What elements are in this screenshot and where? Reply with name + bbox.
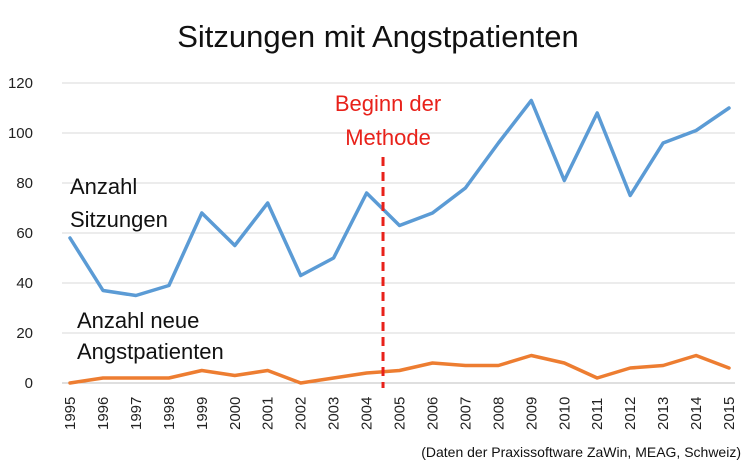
gridlines [62, 82, 735, 334]
x-tick-label-2004: 2004 [359, 397, 376, 430]
x-tick-label-1996: 1996 [95, 397, 112, 430]
series-2-point-2007 [464, 365, 466, 366]
x-tick-label-2008: 2008 [490, 397, 507, 430]
series-1-point-2000 [234, 245, 236, 246]
x-tick-label-1999: 1999 [194, 397, 211, 430]
data-source-note: (Daten der Praxissoftware ZaWin, MEAG, S… [421, 444, 741, 460]
series-2-point-2012 [629, 367, 631, 369]
series-lines [68, 98, 731, 385]
series-2-point-2006 [431, 362, 433, 364]
series-1-point-2011 [596, 112, 598, 114]
series-2-point-2011 [596, 377, 598, 379]
x-tick-label-2006: 2006 [424, 397, 441, 430]
series-1-point-1997 [135, 295, 137, 296]
x-tick-label-2002: 2002 [293, 397, 310, 430]
chart-title: Sitzungen mit Angstpatienten [177, 19, 579, 54]
series-label-patients-line1: Anzahl neue [77, 308, 199, 333]
x-axis-ticks: 1995 1996 1997 1998 1999 2000 2001 2002 2003 2004… [62, 397, 738, 430]
x-tick-label-2013: 2013 [655, 397, 672, 430]
series-2-point-1999 [201, 370, 203, 371]
x-tick-label-2003: 2003 [326, 397, 343, 430]
marker-label-line1: Beginn der [335, 91, 441, 116]
series-2-point-1998 [168, 377, 170, 379]
series-2-point-2000 [234, 375, 236, 376]
series-1-point-1998 [168, 285, 170, 286]
series-1-point-2001 [267, 202, 269, 204]
series-2-point-2003 [333, 377, 335, 379]
x-tick-label-1995: 1995 [62, 397, 79, 430]
x-tick-label-2011: 2011 [589, 398, 606, 430]
series-2-point-1996 [102, 377, 104, 379]
series-1-point-2006 [431, 212, 433, 214]
series-1-point-2009 [530, 100, 532, 101]
x-tick-label-2007: 2007 [457, 397, 474, 430]
series-1-point-2002 [300, 275, 302, 276]
series-1-point-2012 [629, 195, 631, 196]
x-tick-label-2001: 2001 [260, 397, 277, 430]
series-1-point-2014 [695, 130, 697, 131]
x-tick-label-2010: 2010 [556, 397, 573, 430]
x-tick-label-1998: 1998 [161, 397, 178, 430]
series-2-point-2008 [497, 365, 499, 366]
y-tick-label-40: 40 [16, 275, 33, 292]
series-1-point-1995 [69, 237, 71, 239]
series-2-point-2009 [530, 355, 532, 356]
series-2-point-2013 [662, 365, 664, 366]
x-tick-label-1997: 1997 [128, 397, 145, 430]
series-1-point-2015 [728, 107, 730, 109]
series-1-point-2003 [333, 257, 335, 259]
y-tick-label-80: 80 [16, 175, 33, 192]
series-1-point-2005 [399, 225, 400, 226]
series-1-point-2008 [497, 142, 499, 144]
x-tick-label-2012: 2012 [622, 397, 639, 430]
series-2-point-2014 [695, 355, 697, 356]
y-tick-label-20: 20 [16, 325, 33, 342]
series-2-point-1995 [69, 382, 71, 384]
series-2-point-2015 [728, 367, 730, 369]
x-tick-label-2009: 2009 [523, 397, 540, 430]
y-axis-ticks: 0 20 40 60 80 100 120 [8, 75, 33, 392]
series-1-point-2007 [464, 187, 466, 189]
x-tick-label-2015: 2015 [721, 397, 738, 430]
x-tick-label-2014: 2014 [688, 397, 705, 430]
series-1-point-2004 [366, 192, 368, 194]
series-2-point-2005 [399, 370, 400, 371]
y-tick-label-0: 0 [25, 375, 33, 392]
series-label-sessions-line2: Sitzungen [70, 207, 168, 232]
series-1-point-2010 [563, 180, 565, 181]
y-tick-label-60: 60 [16, 225, 33, 242]
series-2-point-1997 [135, 377, 137, 379]
x-tick-label-2000: 2000 [227, 397, 244, 430]
series-2-point-2002 [300, 382, 302, 384]
series-2-point-2010 [563, 362, 565, 364]
series-label-sessions-line1: Anzahl [70, 174, 137, 199]
series-1-point-1996 [102, 290, 104, 291]
marker-label-line2: Methode [345, 125, 431, 150]
series-2-point-2001 [267, 370, 269, 371]
y-tick-label-120: 120 [8, 75, 33, 92]
series-label-patients-line2: Angstpatienten [77, 339, 224, 364]
y-tick-label-100: 100 [8, 125, 33, 142]
x-tick-label-2005: 2005 [392, 397, 409, 430]
series-2-point-2004 [366, 372, 368, 374]
method-start-marker: Beginn der Methode [335, 91, 441, 388]
series-1-point-2013 [662, 142, 664, 144]
series-1-point-1999 [201, 212, 203, 214]
